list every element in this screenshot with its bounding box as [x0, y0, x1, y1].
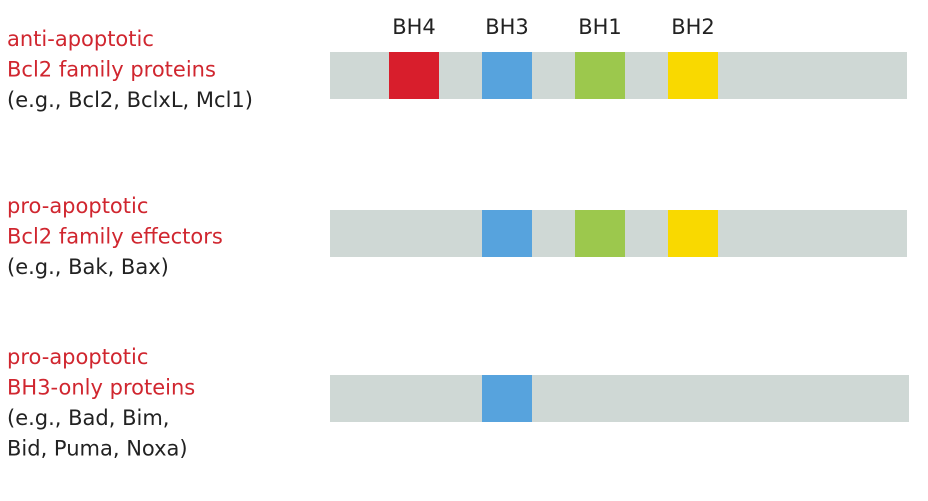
domain-block [668, 52, 718, 99]
domain-block [575, 210, 625, 257]
domain-block [482, 375, 532, 422]
row-examples: (e.g., Bad, Bim, [7, 406, 169, 430]
row-title: pro-apoptotic [7, 345, 148, 369]
row-title: pro-apoptotic [7, 194, 148, 218]
domain-label: BH2 [671, 15, 715, 39]
row-examples: (e.g., Bcl2, BclxL, Mcl1) [7, 88, 253, 112]
domain-label: BH1 [578, 15, 622, 39]
domain-label: BH4 [392, 15, 436, 39]
row-title: anti-apoptotic [7, 27, 154, 51]
domain-label: BH3 [485, 15, 529, 39]
protein-bar [330, 375, 909, 422]
row-title: Bcl2 family proteins [7, 58, 216, 82]
domain-block [668, 210, 718, 257]
domain-block [482, 210, 532, 257]
domain-block [482, 52, 532, 99]
domain-block [389, 52, 439, 99]
row-title: Bcl2 family effectors [7, 225, 223, 249]
row-title: BH3-only proteins [7, 376, 195, 400]
row-examples: Bid, Puma, Noxa) [7, 437, 188, 461]
domain-block [575, 52, 625, 99]
row-examples: (e.g., Bak, Bax) [7, 255, 169, 279]
